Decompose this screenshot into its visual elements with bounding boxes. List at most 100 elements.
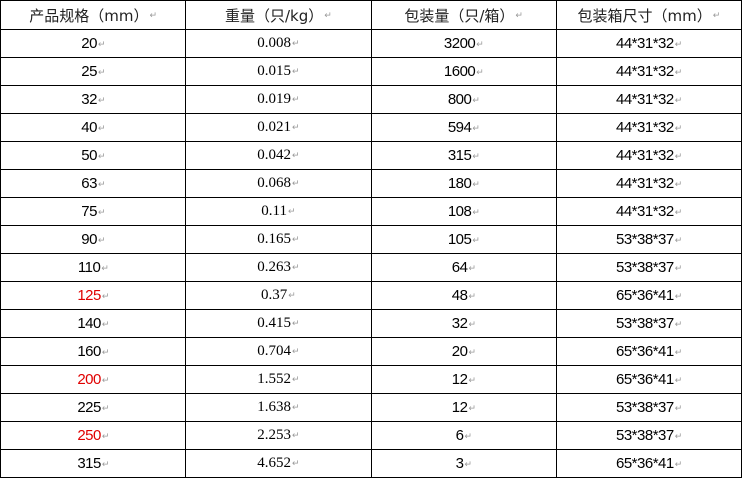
cell-size-text: 40 — [81, 119, 97, 136]
table-row: 75↵ 0.11↵ 108↵ 44*31*32↵ — [0, 197, 743, 226]
cell-box-text: 65*36*41 — [615, 371, 674, 388]
cell-weight-text: 0.015 — [257, 63, 291, 79]
cell-weight-text: 0.042 — [257, 147, 291, 163]
cell-box-text: 53*38*37 — [615, 259, 674, 276]
cell-box: 44*31*32↵ — [555, 29, 743, 58]
return-mark-icon: ↵ — [97, 38, 106, 49]
return-mark-icon: ↵ — [674, 458, 683, 469]
table-row: 125↵ 0.37↵ 48↵ 65*36*41↵ — [0, 281, 743, 310]
cell-qty-text: 594 — [447, 119, 472, 136]
cell-weight: 4.652↵ — [185, 449, 372, 478]
cell-weight: 0.165↵ — [185, 225, 372, 254]
return-mark-icon: ↵ — [472, 234, 480, 245]
return-mark-icon: ↵ — [288, 290, 296, 301]
return-mark-icon: ↵ — [97, 66, 106, 77]
table-row: 40↵ 0.021↵ 594↵ 44*31*32↵ — [0, 113, 743, 142]
return-mark-icon: ↵ — [476, 66, 484, 77]
cell-weight: 0.263↵ — [185, 253, 372, 282]
cell-weight-text: 0.008 — [257, 35, 291, 51]
return-mark-icon: ↵ — [291, 346, 300, 357]
cell-weight: 0.37↵ — [185, 281, 372, 310]
return-mark-icon: ↵ — [674, 178, 683, 189]
cell-size-text: 63 — [81, 175, 97, 192]
header-weight-label: 重量（只/kg） — [224, 6, 324, 25]
cell-weight: 2.253↵ — [185, 421, 372, 450]
cell-size-text: 140 — [77, 315, 101, 332]
cell-box: 44*31*32↵ — [555, 57, 743, 86]
cell-qty: 32↵ — [370, 309, 557, 338]
return-mark-icon: ↵ — [101, 374, 110, 385]
cell-box: 65*36*41↵ — [555, 365, 743, 394]
cell-size-text: 315 — [77, 455, 101, 472]
cell-box: 44*31*32↵ — [555, 85, 743, 114]
return-mark-icon: ↵ — [291, 234, 300, 245]
cell-size: 32↵ — [0, 85, 187, 114]
cell-size-text: 50 — [81, 147, 97, 164]
header-weight: 重量（只/kg）↵ — [185, 0, 372, 30]
cell-qty: 3200↵ — [370, 29, 557, 58]
cell-size: 315↵ — [0, 449, 187, 478]
cell-box: 53*38*37↵ — [555, 309, 743, 338]
cell-weight-text: 0.019 — [257, 91, 291, 107]
cell-qty: 20↵ — [370, 337, 557, 366]
cell-weight-text: 1.552 — [257, 371, 291, 387]
cell-box-text: 53*38*37 — [615, 427, 674, 444]
table-row: 110↵ 0.263↵ 64↵ 53*38*37↵ — [0, 253, 743, 282]
table-row: 32↵ 0.019 ↵ 800↵ 44*31*32↵ — [0, 85, 743, 114]
cell-size: 20↵ — [0, 29, 187, 58]
return-mark-icon: ↵ — [674, 402, 683, 413]
cell-qty-text: 48 — [451, 287, 468, 304]
cell-qty-text: 12 — [451, 371, 468, 388]
return-mark-icon: ↵ — [97, 234, 106, 245]
table-row: 160↵ 0.704↵ 20↵ 65*36*41↵ — [0, 337, 743, 366]
cell-qty-text: 1600 — [443, 63, 476, 80]
cell-size: 25↵ — [0, 57, 187, 86]
cell-size-text: 20 — [81, 35, 97, 52]
cell-box-text: 44*31*32 — [615, 63, 674, 80]
return-mark-icon: ↵ — [97, 94, 106, 105]
return-mark-icon: ↵ — [468, 262, 476, 273]
return-mark-icon: ↵ — [291, 38, 300, 49]
header-size: 产品规格（mm）↵ — [0, 0, 187, 30]
cell-box: 44*31*32↵ — [555, 141, 743, 170]
cell-size: 110↵ — [0, 253, 187, 282]
cell-size-text: 125 — [77, 287, 101, 304]
cell-weight: 1.552↵ — [185, 365, 372, 394]
cell-qty-text: 3 — [455, 455, 464, 472]
table-row: 315↵ 4.652↵ 3↵ 65*36*41↵ — [0, 449, 743, 478]
cell-qty: 594↵ — [370, 113, 557, 142]
cell-box: 65*36*41↵ — [555, 449, 743, 478]
cell-size: 250↵ — [0, 421, 187, 450]
cell-weight: 0.068↵ — [185, 169, 372, 198]
cell-size-text: 90 — [81, 231, 97, 248]
cell-size-text: 160 — [77, 343, 101, 360]
return-mark-icon: ↵ — [472, 206, 480, 217]
cell-box-text: 65*36*41 — [615, 343, 674, 360]
header-qty: 包装量（只/箱）↵ — [370, 0, 557, 30]
cell-box-text: 53*38*37 — [615, 231, 674, 248]
cell-box: 65*36*41↵ — [555, 337, 743, 366]
cell-qty-text: 315 — [447, 147, 472, 164]
cell-qty: 12↵ — [370, 365, 557, 394]
return-mark-icon: ↵ — [97, 206, 106, 217]
return-mark-icon: ↵ — [291, 318, 300, 329]
return-mark-icon: ↵ — [291, 458, 300, 469]
cell-qty-text: 20 — [451, 343, 468, 360]
table-row: 25↵ 0.015↵ 1600↵ 44*31*32↵ — [0, 57, 743, 86]
cell-qty-text: 32 — [451, 315, 468, 332]
return-mark-icon: ↵ — [291, 402, 300, 413]
return-mark-icon: ↵ — [472, 122, 480, 133]
return-mark-icon: ↵ — [674, 234, 683, 245]
cell-box-text: 53*38*37 — [615, 399, 674, 416]
cell-qty: 800↵ — [370, 85, 557, 114]
return-mark-icon: ↵ — [468, 318, 476, 329]
table-row: 50↵ 0.042↵ 315↵ 44*31*32↵ — [0, 141, 743, 170]
cell-qty-text: 800 — [447, 91, 472, 108]
return-mark-icon: ↵ — [291, 178, 300, 189]
table-row: 140↵ 0.415↵ 32↵ 53*38*37↵ — [0, 309, 743, 338]
return-mark-icon: ↵ — [674, 374, 683, 385]
cell-weight: 0.415↵ — [185, 309, 372, 338]
cell-box: 53*38*37↵ — [555, 421, 743, 450]
return-mark-icon: ↵ — [287, 206, 296, 217]
cell-box: 44*31*32↵ — [555, 169, 743, 198]
